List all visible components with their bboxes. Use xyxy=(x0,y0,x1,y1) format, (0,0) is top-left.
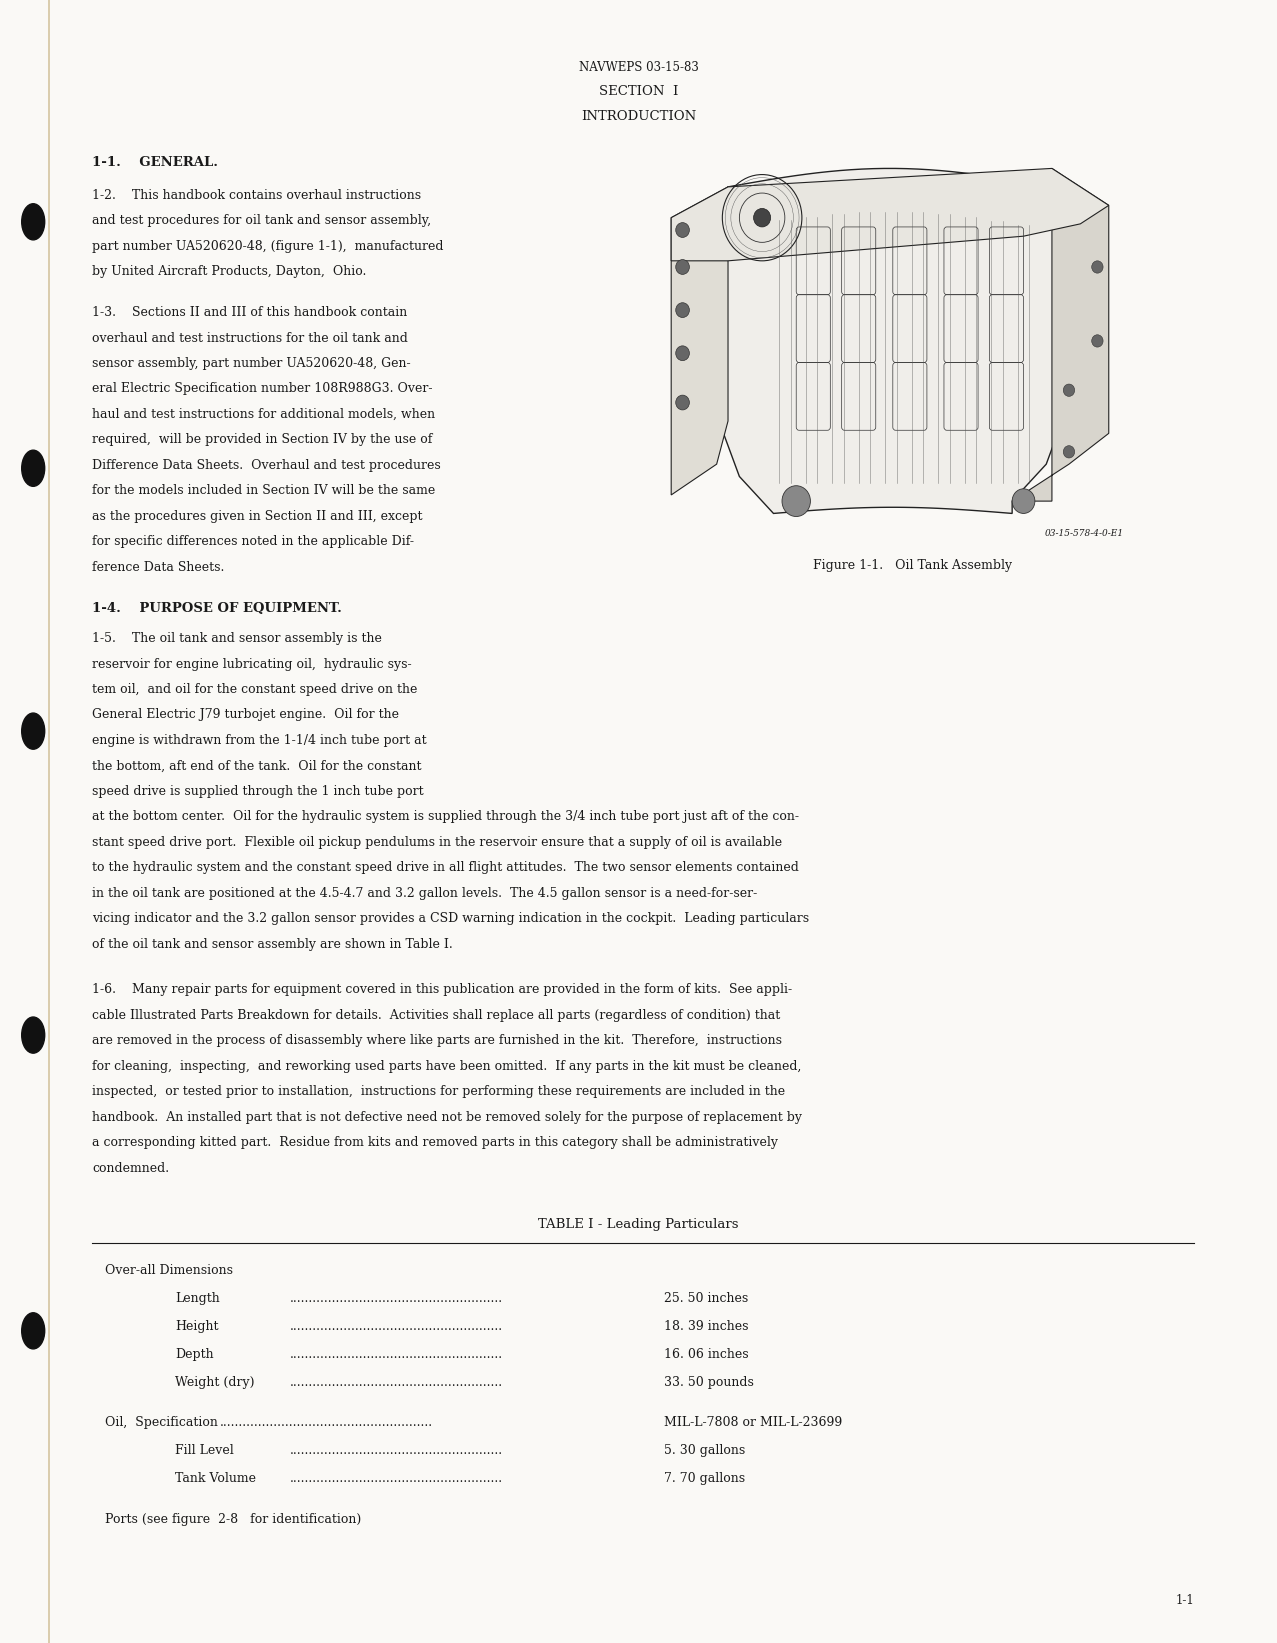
Circle shape xyxy=(753,209,770,227)
Text: Ports (see figure  2-8   for identification): Ports (see figure 2-8 for identification… xyxy=(105,1513,361,1526)
Text: NAVWEPS 03-15-83: NAVWEPS 03-15-83 xyxy=(578,61,699,74)
Polygon shape xyxy=(672,187,728,495)
Ellipse shape xyxy=(22,204,45,240)
Text: eral Electric Specification number 108R988G3. Over-: eral Electric Specification number 108R9… xyxy=(92,383,433,396)
Text: Difference Data Sheets.  Overhaul and test procedures: Difference Data Sheets. Overhaul and tes… xyxy=(92,458,441,472)
Text: engine is withdrawn from the 1-1/4 inch tube port at: engine is withdrawn from the 1-1/4 inch … xyxy=(92,734,427,748)
Circle shape xyxy=(1064,384,1075,396)
Ellipse shape xyxy=(22,1017,45,1053)
Text: SECTION  I: SECTION I xyxy=(599,85,678,99)
Text: by United Aircraft Products, Dayton,  Ohio.: by United Aircraft Products, Dayton, Ohi… xyxy=(92,265,366,278)
Text: 25. 50 inches: 25. 50 inches xyxy=(664,1291,748,1305)
Text: INTRODUCTION: INTRODUCTION xyxy=(581,110,696,123)
Text: 1-2.    This handbook contains overhaul instructions: 1-2. This handbook contains overhaul ins… xyxy=(92,189,421,202)
Circle shape xyxy=(676,345,690,360)
Text: overhaul and test instructions for the oil tank and: overhaul and test instructions for the o… xyxy=(92,332,407,345)
Text: .......................................................: ........................................… xyxy=(290,1375,503,1388)
Circle shape xyxy=(676,260,690,274)
Polygon shape xyxy=(672,169,1108,261)
Text: Height: Height xyxy=(175,1319,218,1332)
Text: for the models included in Section IV will be the same: for the models included in Section IV wi… xyxy=(92,485,435,498)
Ellipse shape xyxy=(22,713,45,749)
Text: 1-1: 1-1 xyxy=(1175,1594,1194,1607)
Text: .......................................................: ........................................… xyxy=(290,1291,503,1305)
Text: and test procedures for oil tank and sensor assembly,: and test procedures for oil tank and sen… xyxy=(92,214,432,227)
Text: .......................................................: ........................................… xyxy=(290,1319,503,1332)
Text: General Electric J79 turbojet engine.  Oil for the: General Electric J79 turbojet engine. Oi… xyxy=(92,708,398,721)
Text: a corresponding kitted part.  Residue from kits and removed parts in this catego: a corresponding kitted part. Residue fro… xyxy=(92,1137,778,1150)
Text: inspected,  or tested prior to installation,  instructions for performing these : inspected, or tested prior to installati… xyxy=(92,1086,785,1099)
Text: 1-1.    GENERAL.: 1-1. GENERAL. xyxy=(92,156,218,169)
Text: .......................................................: ........................................… xyxy=(290,1444,503,1457)
Text: Length: Length xyxy=(175,1291,220,1305)
Ellipse shape xyxy=(22,1313,45,1349)
Text: cable Illustrated Parts Breakdown for details.  Activities shall replace all par: cable Illustrated Parts Breakdown for de… xyxy=(92,1009,780,1022)
Text: in the oil tank are positioned at the 4.5-4.7 and 3.2 gallon levels.  The 4.5 ga: in the oil tank are positioned at the 4.… xyxy=(92,887,757,900)
Text: 18. 39 inches: 18. 39 inches xyxy=(664,1319,748,1332)
Text: 1-5.    The oil tank and sensor assembly is the: 1-5. The oil tank and sensor assembly is… xyxy=(92,633,382,646)
Circle shape xyxy=(676,396,690,409)
Text: speed drive is supplied through the 1 inch tube port: speed drive is supplied through the 1 in… xyxy=(92,785,424,798)
Text: .......................................................: ........................................… xyxy=(220,1416,433,1429)
Text: 16. 06 inches: 16. 06 inches xyxy=(664,1347,748,1360)
Circle shape xyxy=(1013,490,1034,513)
Text: Oil,  Specification: Oil, Specification xyxy=(105,1416,217,1429)
Text: are removed in the process of disassembly where like parts are furnished in the : are removed in the process of disassembl… xyxy=(92,1035,782,1048)
Text: of the oil tank and sensor assembly are shown in Table I.: of the oil tank and sensor assembly are … xyxy=(92,938,452,951)
Text: stant speed drive port.  Flexible oil pickup pendulums in the reservoir ensure t: stant speed drive port. Flexible oil pic… xyxy=(92,836,782,849)
Polygon shape xyxy=(711,169,1080,513)
Text: as the procedures given in Section II and III, except: as the procedures given in Section II an… xyxy=(92,509,423,522)
Text: Over-all Dimensions: Over-all Dimensions xyxy=(105,1263,232,1277)
Ellipse shape xyxy=(22,450,45,486)
Text: .......................................................: ........................................… xyxy=(290,1472,503,1485)
Text: Weight (dry): Weight (dry) xyxy=(175,1375,254,1388)
Circle shape xyxy=(1092,335,1103,347)
Circle shape xyxy=(782,486,811,516)
Text: the bottom, aft end of the tank.  Oil for the constant: the bottom, aft end of the tank. Oil for… xyxy=(92,759,421,772)
Text: 33. 50 pounds: 33. 50 pounds xyxy=(664,1375,753,1388)
Circle shape xyxy=(676,302,690,317)
Text: sensor assembly, part number UA520620-48, Gen-: sensor assembly, part number UA520620-48… xyxy=(92,357,411,370)
Text: 1-3.    Sections II and III of this handbook contain: 1-3. Sections II and III of this handboo… xyxy=(92,306,407,319)
Text: part number UA520620-48, (figure 1-1),  manufactured: part number UA520620-48, (figure 1-1), m… xyxy=(92,240,443,253)
Text: for cleaning,  inspecting,  and reworking used parts have been omitted.  If any : for cleaning, inspecting, and reworking … xyxy=(92,1060,802,1073)
Circle shape xyxy=(676,223,690,237)
Text: MIL-L-7808 or MIL-L-23699: MIL-L-7808 or MIL-L-23699 xyxy=(664,1416,843,1429)
Text: tem oil,  and oil for the constant speed drive on the: tem oil, and oil for the constant speed … xyxy=(92,683,418,697)
Text: 03-15-578-4-0-E1: 03-15-578-4-0-E1 xyxy=(1045,529,1124,537)
Text: Depth: Depth xyxy=(175,1347,213,1360)
Text: to the hydraulic system and the constant speed drive in all flight attitudes.  T: to the hydraulic system and the constant… xyxy=(92,861,799,874)
Text: haul and test instructions for additional models, when: haul and test instructions for additiona… xyxy=(92,407,435,421)
Text: vicing indicator and the 3.2 gallon sensor provides a CSD warning indication in : vicing indicator and the 3.2 gallon sens… xyxy=(92,912,810,925)
Text: ference Data Sheets.: ference Data Sheets. xyxy=(92,560,225,573)
Text: 1-4.    PURPOSE OF EQUIPMENT.: 1-4. PURPOSE OF EQUIPMENT. xyxy=(92,601,342,614)
Text: for specific differences noted in the applicable Dif-: for specific differences noted in the ap… xyxy=(92,536,414,549)
Text: Figure 1-1.   Oil Tank Assembly: Figure 1-1. Oil Tank Assembly xyxy=(813,559,1013,572)
Circle shape xyxy=(1092,261,1103,273)
Text: 7. 70 gallons: 7. 70 gallons xyxy=(664,1472,746,1485)
Polygon shape xyxy=(1013,169,1108,501)
Text: handbook.  An installed part that is not defective need not be removed solely fo: handbook. An installed part that is not … xyxy=(92,1111,802,1124)
Text: at the bottom center.  Oil for the hydraulic system is supplied through the 3/4 : at the bottom center. Oil for the hydrau… xyxy=(92,810,799,823)
Circle shape xyxy=(1064,445,1075,458)
Text: condemned.: condemned. xyxy=(92,1162,169,1175)
Text: 1-6.    Many repair parts for equipment covered in this publication are provided: 1-6. Many repair parts for equipment cov… xyxy=(92,984,792,997)
Text: TABLE I - Leading Particulars: TABLE I - Leading Particulars xyxy=(538,1217,739,1231)
Text: 5. 30 gallons: 5. 30 gallons xyxy=(664,1444,746,1457)
Text: reservoir for engine lubricating oil,  hydraulic sys-: reservoir for engine lubricating oil, hy… xyxy=(92,657,411,670)
Text: Fill Level: Fill Level xyxy=(175,1444,234,1457)
Text: required,  will be provided in Section IV by the use of: required, will be provided in Section IV… xyxy=(92,434,433,447)
Text: .......................................................: ........................................… xyxy=(290,1347,503,1360)
Text: Tank Volume: Tank Volume xyxy=(175,1472,255,1485)
